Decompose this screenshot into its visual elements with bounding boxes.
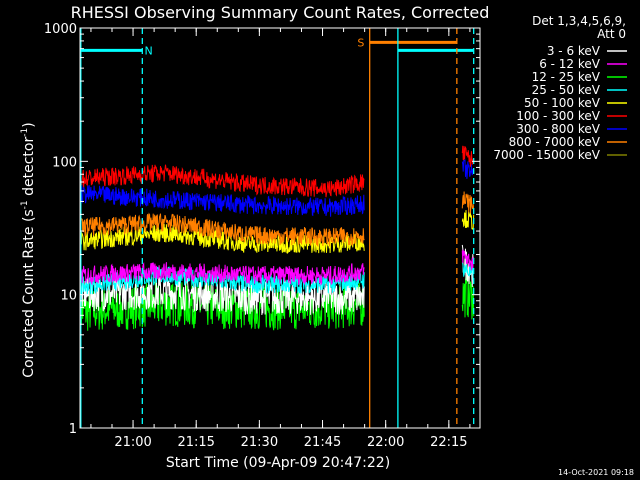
series-trace [461,191,475,214]
x-axis-label: Start Time (09-Apr-09 20:47:22) [166,455,390,471]
legend-title-line-1: Det 1,3,4,5,6,9, [532,14,626,28]
x-tick-label: 21:00 [114,435,151,450]
chart-title: RHESSI Observing Summary Count Rates, Co… [71,3,490,22]
x-tick-label: 22:15 [430,435,467,450]
legend-entry-label: 50 - 100 keV [524,96,601,110]
generation-timestamp: 14-Oct-2021 09:18 [558,468,634,477]
legend-entry-label: 7000 - 15000 keV [493,148,600,162]
legend-entry-label: 100 - 300 keV [516,109,600,123]
y-axis-label-part-1: Corrected Count Rate (s [21,209,37,377]
x-tick-label: 21:45 [304,435,341,450]
y-axis-label-sup-2: -1 [20,128,30,137]
legend-entry-label: 800 - 7000 keV [509,135,601,149]
y-tick-label: 1 [69,422,77,437]
y-tick-label: 1000 [44,22,77,37]
series-trace [461,145,475,167]
y-axis-ticks: 1 10 100 1000 [44,22,480,437]
x-axis-ticks: 21:00 21:15 21:30 21:45 22:00 22:15 [90,28,471,450]
series-trace [79,184,365,217]
series-trace [79,275,365,316]
legend-entry-label: 6 - 12 keV [539,57,601,71]
series-trace [461,210,475,230]
x-tick-label: 21:15 [177,435,214,450]
legend-entry-label: 3 - 6 keV [547,44,601,58]
series-trace [461,249,475,271]
series-trace [79,164,365,198]
y-axis-label-sup-1: -1 [20,200,30,209]
x-tick-label: 22:00 [367,435,404,450]
series-trace [461,274,475,320]
legend-entry-label: 25 - 50 keV [532,83,601,97]
legend-title-line-2: Att 0 [597,27,626,41]
series-trace [79,212,365,248]
plot-area: NS [79,28,475,428]
series-trace [79,262,365,287]
legend-entry-label: 12 - 25 keV [532,70,601,84]
y-tick-label: 100 [52,155,77,170]
y-axis-label-part-2: detector [21,137,37,201]
legend-entry-label: 300 - 800 keV [516,122,600,136]
y-tick-label: 10 [60,289,77,304]
event-annotation: N [145,44,153,57]
event-annotation: S [357,36,364,49]
y-axis-label: Corrected Count Rate (s-1 detector-1) [20,122,37,377]
x-tick-label: 21:30 [241,435,278,450]
y-axis-label-part-3: ) [21,122,37,127]
